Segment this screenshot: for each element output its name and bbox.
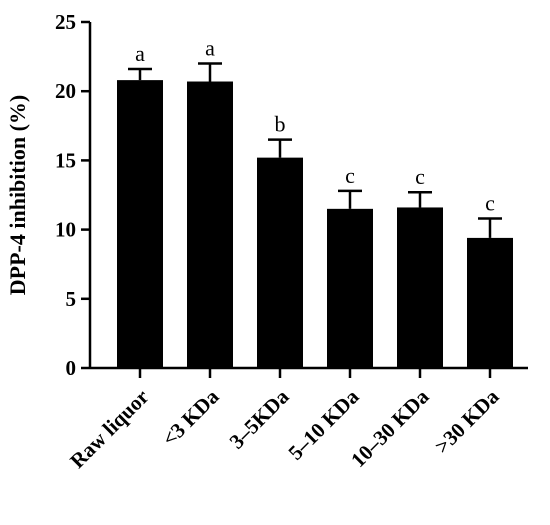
significance-label-5: c <box>485 191 495 216</box>
y-tick-label-4: 20 <box>55 79 76 103</box>
y-tick-label-2: 10 <box>55 218 76 242</box>
error-bars-group <box>128 62 502 238</box>
bar-3 <box>327 208 373 368</box>
x-tick-label-1: <3 KDa <box>157 384 224 451</box>
significance-label-2: b <box>275 112 286 137</box>
axes-group <box>88 22 528 378</box>
significance-label-0: a <box>135 41 145 66</box>
x-tick-label-0: Raw liquor <box>65 385 153 473</box>
significance-label-1: a <box>205 36 215 61</box>
significance-label-3: c <box>345 163 355 188</box>
y-tick-label-1: 5 <box>66 287 77 311</box>
y-tick-label-0: 0 <box>66 356 77 380</box>
y-tick-label-3: 15 <box>55 148 76 172</box>
bar-5 <box>467 237 513 368</box>
y-axis-title: DPP-4 inhibition (%) <box>5 95 30 295</box>
y-ticks-group: 0 5 10 15 20 25 <box>55 10 90 380</box>
significance-label-4: c <box>415 164 425 189</box>
bar-1 <box>187 81 233 369</box>
x-tick-label-5: >30 KDa <box>430 384 504 458</box>
significance-labels-group: a a b c c c <box>135 36 495 216</box>
bars-group <box>117 80 513 369</box>
y-tick-label-5: 25 <box>55 10 76 34</box>
bar-2 <box>257 157 303 368</box>
bar-0 <box>117 80 163 369</box>
bar-4 <box>397 207 443 368</box>
x-tick-label-2: 3–5KDa <box>225 384 294 453</box>
